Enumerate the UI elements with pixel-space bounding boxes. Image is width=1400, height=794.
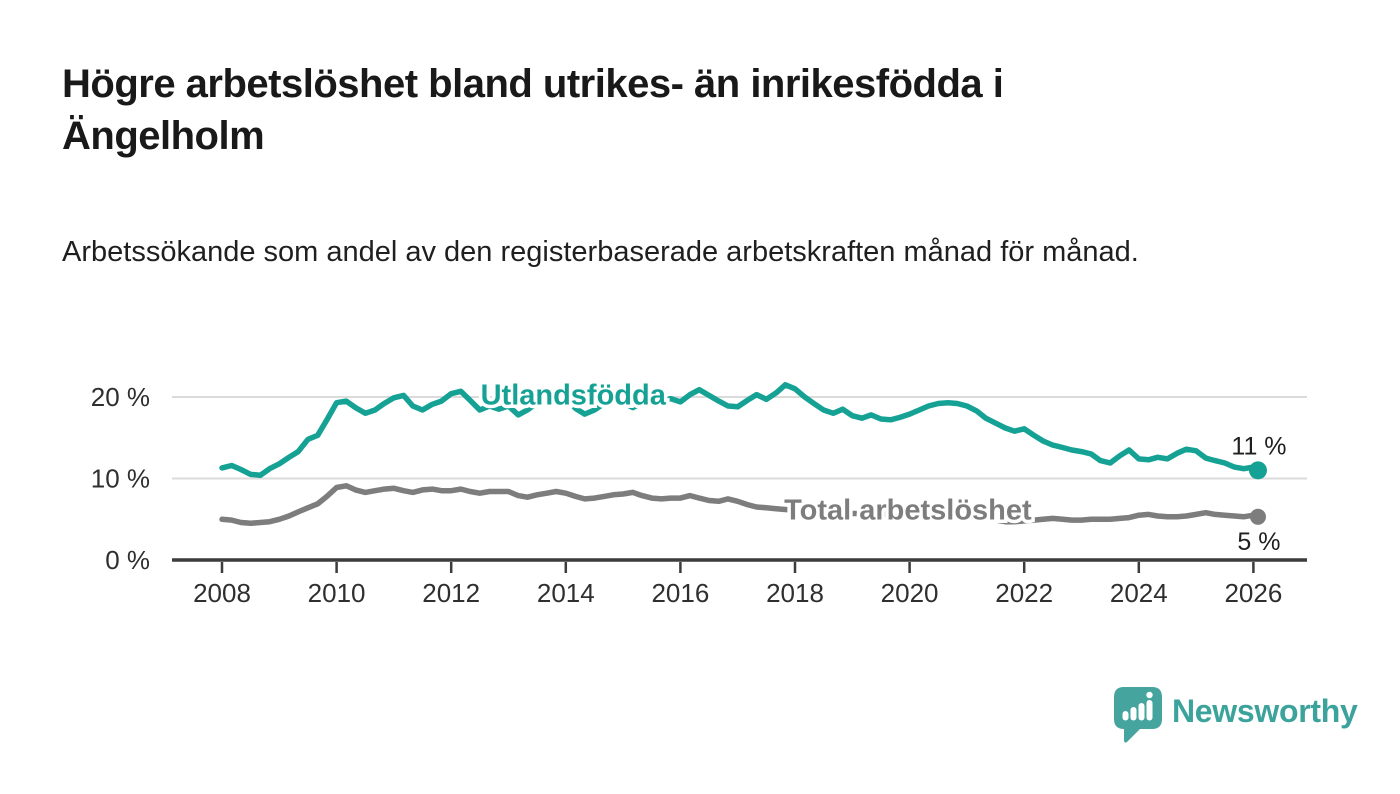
x-tick-label-2012: 2012 — [422, 578, 480, 608]
series-end-label-utlandsf-dda: 11 % — [1231, 432, 1286, 460]
x-tick-label-2026: 2026 — [1224, 578, 1282, 608]
x-tick-label-2020: 2020 — [881, 578, 939, 608]
x-tick-label-2018: 2018 — [766, 578, 824, 608]
x-tick-label-2008: 2008 — [193, 578, 251, 608]
x-tick-label-2014: 2014 — [537, 578, 595, 608]
newsworthy-logo: Newsworthy — [1113, 686, 1358, 744]
page-title: Högre arbetslöshet bland utrikes- än inr… — [62, 62, 1004, 158]
x-tick-label-2010: 2010 — [308, 578, 366, 608]
y-tick-label-0: 0 % — [105, 545, 150, 575]
x-tick-label-2024: 2024 — [1110, 578, 1168, 608]
x-tick-label-2016: 2016 — [651, 578, 709, 608]
series-label-utlandsf-dda: Utlandsfödda — [481, 379, 667, 411]
newsworthy-logo-text: Newsworthy — [1172, 693, 1358, 729]
series-end-label-total-arbetsl-shet: 5 % — [1237, 528, 1280, 556]
y-tick-label-20: 20 % — [91, 382, 150, 412]
chart-subtitle: Arbetssökande som andel av den registerb… — [62, 236, 1139, 268]
x-tick-label-2022: 2022 — [995, 578, 1053, 608]
series-label-total-arbetsl-shet: Total arbetslöshet — [784, 494, 1032, 526]
series-end-dot-total-arbetsl-shet — [1249, 508, 1266, 525]
speech-bubble-bar-chart-icon — [1114, 687, 1162, 743]
series-line-total-arbetsl-shet — [219, 483, 1261, 527]
series-line-utlandsf-dda — [219, 382, 1261, 478]
unemployment-line-chart: Utlandsfödda Total arbetslöshet 2008 2010 20… — [91, 376, 1307, 608]
series-end-dot-utlandsf-dda — [1248, 461, 1267, 480]
y-tick-label-10: 10 % — [91, 464, 150, 494]
